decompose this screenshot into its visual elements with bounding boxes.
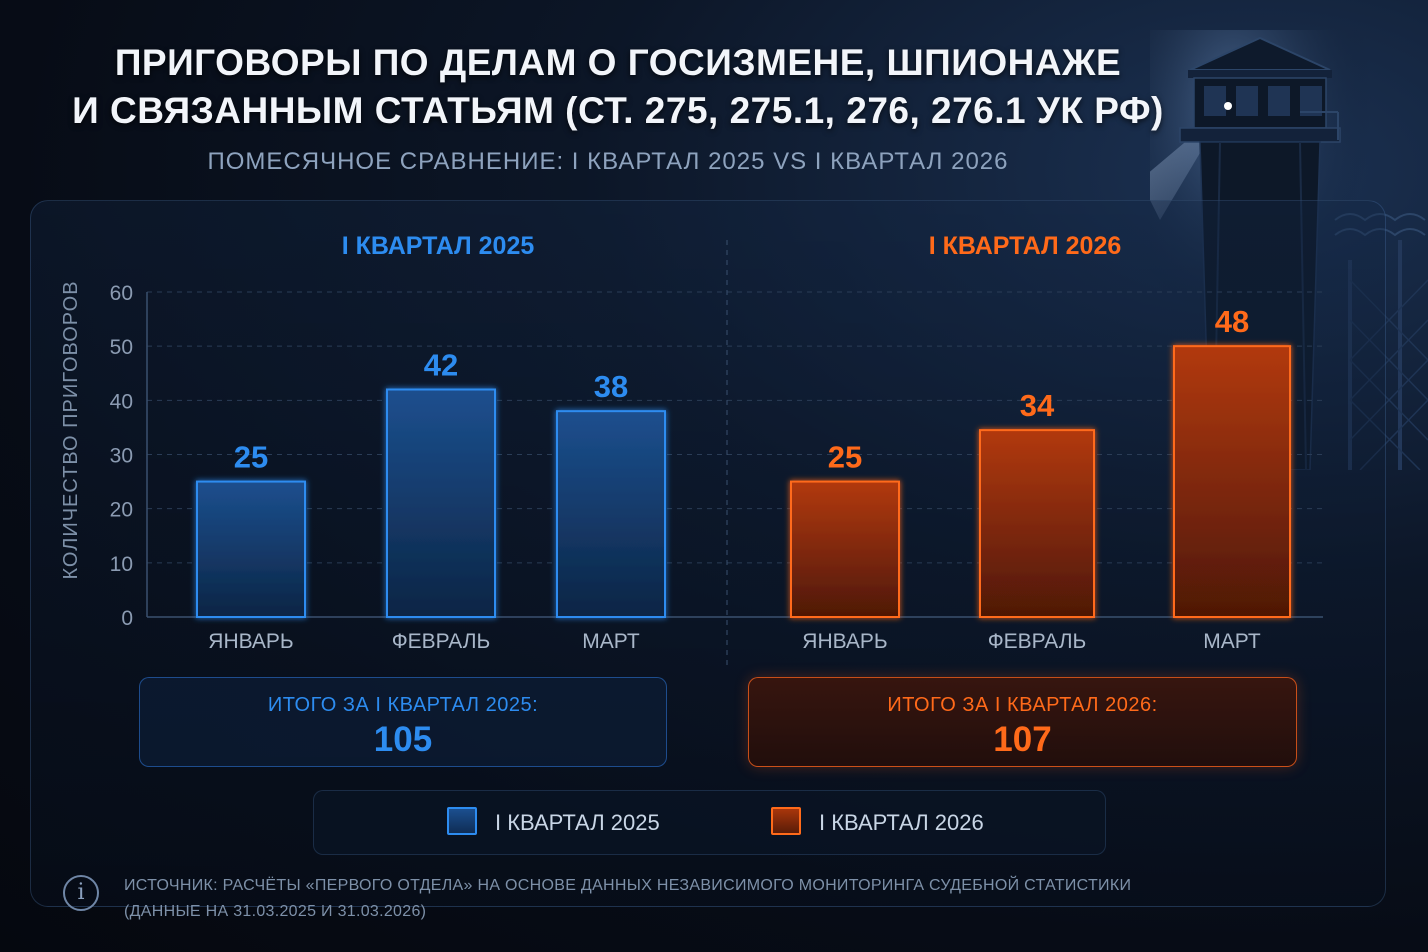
total-2026-value: 107 — [993, 720, 1052, 759]
total-2025-label: ИТОГО ЗА I КВАРТАЛ 2025: — [267, 694, 539, 716]
x-tick-label: ЯНВАРЬ — [208, 630, 293, 653]
y-tick-label: 50 — [110, 336, 133, 359]
bar-value-label: 42 — [424, 348, 458, 383]
bar-value-label: 48 — [1215, 304, 1249, 339]
x-tick-label: МАРТ — [1203, 630, 1261, 653]
chart-subtitle: ПОМЕСЯЧНОЕ СРАВНЕНИЕ: I КВАРТАЛ 2025 VS … — [207, 148, 1009, 175]
source-line2: (ДАННЫЕ НА 31.03.2025 И 31.03.2026) — [124, 903, 427, 920]
y-tick-label: 10 — [110, 553, 133, 576]
bar-value-label: 25 — [234, 440, 268, 475]
y-tick-label: 60 — [110, 282, 133, 305]
total-2025-value: 105 — [373, 720, 433, 759]
panel-title-2025: I КВАРТАЛ 2025 — [341, 232, 535, 260]
y-tick-label: 20 — [110, 499, 133, 522]
x-tick-label: ЯНВАРЬ — [802, 630, 887, 653]
source-line1: ИСТОЧНИК: РАСЧЁТЫ «ПЕРВОГО ОТДЕЛА» НА ОС… — [124, 877, 1132, 894]
y-tick-label: 0 — [121, 607, 133, 630]
total-2026-label: ИТОГО ЗА I КВАРТАЛ 2026: — [887, 694, 1158, 716]
y-axis-label: КОЛИЧЕСТВО ПРИГОВОРОВ — [60, 280, 82, 579]
legend-label-2026: I КВАРТАЛ 2026 — [819, 810, 984, 835]
total-2026-box: ИТОГО ЗА I КВАРТАЛ 2026: 107 — [748, 677, 1297, 767]
x-tick-label: ФЕВРАЛЬ — [392, 630, 491, 653]
total-2025-box: ИТОГО ЗА I КВАРТАЛ 2025: 105 — [139, 677, 667, 767]
x-tick-label: ФЕВРАЛЬ — [988, 630, 1087, 653]
bar — [556, 410, 666, 618]
chart-title-line1: ПРИГОВОРЫ ПО ДЕЛАМ О ГОСИЗМЕНЕ, ШПИОНАЖЕ — [114, 42, 1122, 83]
bar — [979, 429, 1095, 618]
legend-label-2025: I КВАРТАЛ 2025 — [495, 810, 660, 835]
legend-swatch-2026 — [771, 807, 801, 835]
chart-title-line2: И СВЯЗАННЫМ СТАТЬЯМ (СТ. 275, 275.1, 276… — [72, 90, 1164, 131]
bar-value-label: 38 — [594, 369, 628, 404]
bar — [386, 388, 496, 618]
bar — [790, 480, 900, 619]
bar — [196, 480, 306, 619]
bar — [1173, 345, 1291, 618]
panel-title-2026: I КВАРТАЛ 2026 — [928, 232, 1122, 260]
x-tick-label: МАРТ — [582, 630, 640, 653]
bar-value-label: 34 — [1020, 388, 1055, 423]
legend: I КВАРТАЛ 2025 I КВАРТАЛ 2026 — [313, 790, 1106, 855]
legend-swatch-2025 — [447, 807, 477, 835]
info-icon: i — [63, 875, 99, 911]
y-tick-label: 30 — [110, 445, 133, 468]
bar-value-label: 25 — [828, 440, 862, 475]
y-tick-label: 40 — [110, 390, 133, 413]
